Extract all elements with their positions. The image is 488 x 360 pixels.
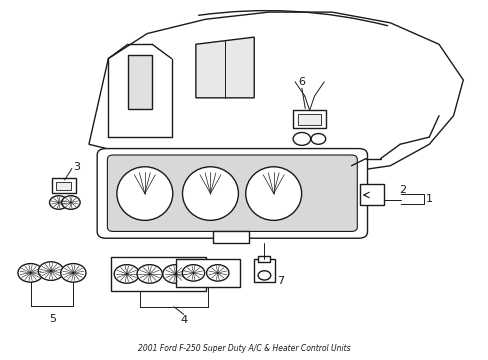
Bar (359, 184, 383, 205)
Ellipse shape (245, 167, 301, 220)
Bar (292, 111, 325, 128)
Circle shape (182, 265, 204, 281)
Circle shape (114, 265, 139, 283)
Circle shape (310, 134, 325, 144)
Ellipse shape (117, 167, 172, 220)
Bar (254, 258, 274, 282)
Circle shape (163, 265, 188, 283)
Ellipse shape (182, 167, 238, 220)
Bar (212, 231, 249, 243)
Circle shape (258, 271, 270, 280)
Bar (297, 114, 321, 125)
Bar (258, 256, 270, 262)
Circle shape (137, 265, 162, 283)
Bar (111, 257, 205, 291)
Bar (56, 182, 71, 190)
Circle shape (292, 132, 310, 145)
Circle shape (61, 264, 86, 282)
Circle shape (206, 265, 228, 281)
Text: 5: 5 (49, 314, 56, 324)
Circle shape (38, 262, 63, 280)
Text: 1: 1 (425, 194, 432, 204)
Circle shape (61, 196, 80, 209)
FancyBboxPatch shape (97, 149, 367, 238)
Bar (52, 178, 76, 193)
Circle shape (18, 264, 43, 282)
Polygon shape (127, 55, 152, 109)
Text: 2: 2 (398, 185, 406, 195)
Text: 3: 3 (73, 162, 80, 172)
Text: 4: 4 (180, 315, 187, 325)
Text: 2001 Ford F-250 Super Duty A/C & Heater Control Units: 2001 Ford F-250 Super Duty A/C & Heater … (138, 344, 350, 353)
Polygon shape (196, 37, 254, 98)
Polygon shape (89, 12, 462, 176)
FancyBboxPatch shape (107, 155, 357, 231)
Text: 7: 7 (277, 276, 284, 286)
Circle shape (49, 196, 68, 209)
Bar (176, 258, 239, 287)
Text: 6: 6 (298, 77, 305, 87)
